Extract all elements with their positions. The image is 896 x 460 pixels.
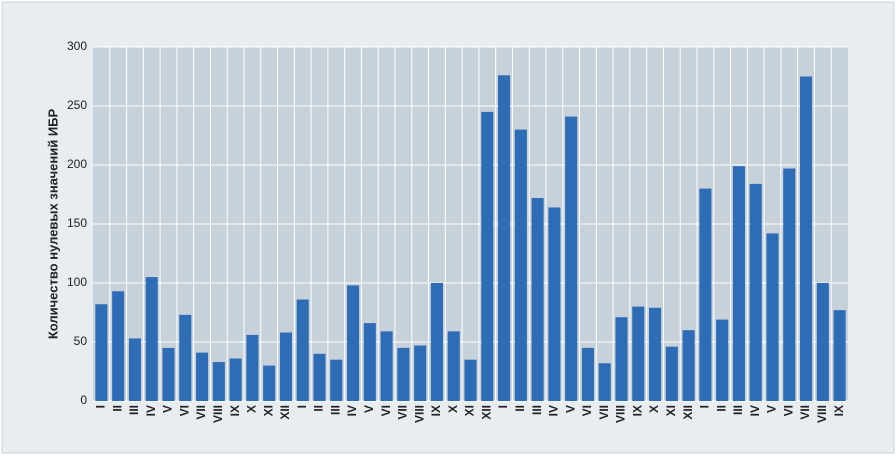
x-tick-label: VIII <box>211 405 225 423</box>
bar <box>531 198 544 401</box>
bar <box>162 347 175 401</box>
x-tick-label: IX <box>429 405 443 416</box>
bar <box>347 285 360 401</box>
bar <box>414 345 427 401</box>
x-tick-label: I <box>295 405 309 408</box>
bar <box>212 362 225 401</box>
x-tick-label: I <box>698 405 712 408</box>
x-tick-label: XI <box>463 405 477 416</box>
x-tick-label: IV <box>547 405 561 416</box>
x-tick-label: VI <box>580 405 594 416</box>
x-tick-label: XI <box>261 405 275 416</box>
x-tick-label: VII <box>194 405 208 420</box>
x-tick-label: I <box>496 405 510 408</box>
bar <box>833 310 846 401</box>
bar <box>615 317 628 401</box>
x-tick-label: II <box>714 405 728 412</box>
bar <box>296 299 309 401</box>
x-tick-label: IV <box>345 405 359 416</box>
bar <box>229 358 242 401</box>
x-tick-label: I <box>94 405 108 408</box>
bar <box>330 359 343 401</box>
x-tick-label: IV <box>144 405 158 416</box>
bar <box>196 352 209 401</box>
x-tick-label: VI <box>781 405 795 416</box>
bar <box>246 334 259 401</box>
x-tick-label: IX <box>630 405 644 416</box>
x-tick-label: X <box>245 405 259 413</box>
x-tick-label: III <box>328 405 342 415</box>
bar <box>732 166 745 401</box>
bar <box>649 307 662 401</box>
bar <box>128 338 141 401</box>
bar <box>112 291 125 401</box>
bar <box>498 75 511 401</box>
x-tick-label: X <box>446 405 460 413</box>
x-tick-label: XII <box>681 405 695 420</box>
bar <box>749 183 762 401</box>
x-tick-label: VIII <box>815 405 829 423</box>
bar <box>682 330 695 401</box>
x-tick-label: II <box>110 405 124 412</box>
x-tick-label: IX <box>832 405 846 416</box>
bar <box>95 304 108 401</box>
x-tick-label: V <box>765 405 779 413</box>
x-tick-label: VII <box>396 405 410 420</box>
x-tick-label: VIII <box>614 405 628 423</box>
x-tick-label: VIII <box>412 405 426 423</box>
y-tick-label: 300 <box>67 39 87 53</box>
y-tick-label: 150 <box>67 216 87 230</box>
bar <box>279 332 292 401</box>
bar <box>481 111 494 402</box>
bar <box>766 233 779 401</box>
bar <box>632 306 645 401</box>
x-tick-label: XII <box>479 405 493 420</box>
x-tick-label: II <box>513 405 527 412</box>
x-tick-label: III <box>731 405 745 415</box>
bar <box>313 353 326 401</box>
x-tick-label: X <box>647 405 661 413</box>
y-tick-label: 50 <box>74 334 88 348</box>
bar <box>145 277 158 401</box>
bar <box>514 129 527 401</box>
x-tick-label: IV <box>748 405 762 416</box>
bar <box>380 331 393 401</box>
bar <box>565 116 578 402</box>
x-tick-label: IX <box>228 405 242 416</box>
x-tick-label: XI <box>664 405 678 416</box>
x-tick-label: XII <box>278 405 292 420</box>
x-tick-label: VII <box>798 405 812 420</box>
y-tick-label: 0 <box>80 393 87 407</box>
y-tick-label: 200 <box>67 157 87 171</box>
x-tick-label: III <box>530 405 544 415</box>
bar <box>800 76 813 401</box>
bar <box>699 188 712 401</box>
bar <box>783 168 796 401</box>
x-tick-label: VI <box>379 405 393 416</box>
y-tick-label: 250 <box>67 98 87 112</box>
bar <box>816 283 829 401</box>
bar <box>581 347 594 401</box>
x-tick-label: V <box>362 405 376 413</box>
bar <box>397 347 410 401</box>
bar <box>447 331 460 401</box>
x-tick-label: VII <box>597 405 611 420</box>
y-tick-label: 100 <box>67 275 87 289</box>
bar <box>363 323 376 401</box>
x-tick-label: II <box>312 405 326 412</box>
bar <box>548 207 561 401</box>
bar <box>263 365 276 401</box>
y-axis-label: Количество нулевых значений ИБР <box>45 108 60 339</box>
bar <box>716 319 729 401</box>
bar <box>179 314 192 401</box>
bar <box>430 283 443 401</box>
bar <box>665 346 678 401</box>
bar <box>598 363 611 401</box>
x-tick-label: V <box>161 405 175 413</box>
x-tick-label: V <box>563 405 577 413</box>
bar <box>464 359 477 401</box>
x-tick-label: VI <box>177 405 191 416</box>
x-tick-label: III <box>127 405 141 415</box>
